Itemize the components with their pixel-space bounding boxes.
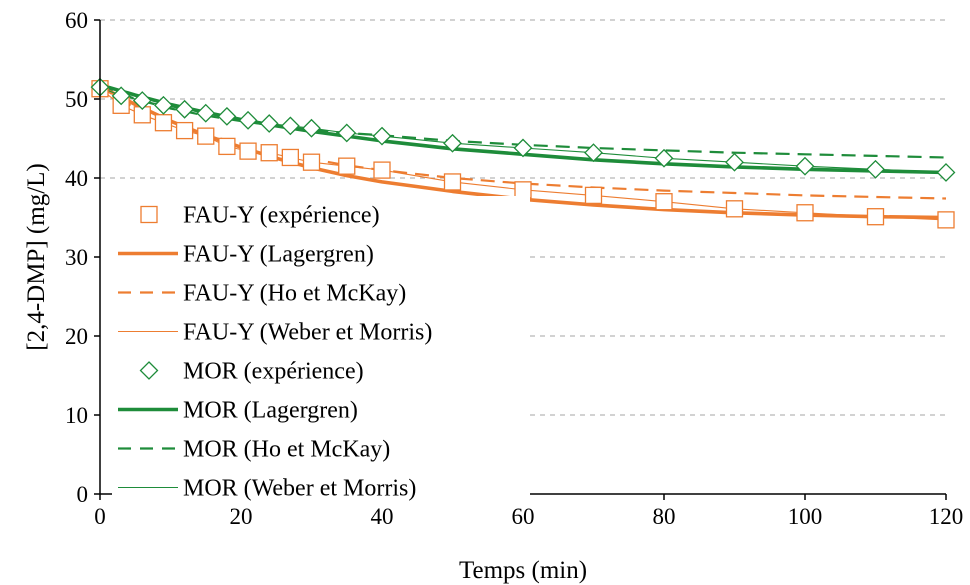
data-point-fau-y-experience-20 <box>937 211 955 229</box>
data-point-mor-experience-1 <box>111 86 131 106</box>
data-point-fau-y-experience-12 <box>373 161 391 179</box>
series-fau-y-lagergren <box>98 84 948 220</box>
legend: FAU-Y (expérience) FAU-Y (Lagergren) FAU-Y… <box>112 196 530 508</box>
legend-label-fau-y-weber-et-morris: FAU-Y (Weber et Morris) <box>183 320 432 346</box>
data-point-mor-experience-3 <box>154 95 173 115</box>
data-point-fau-y-experience-4 <box>175 121 194 140</box>
series-mor-weber-et-morris <box>99 86 947 174</box>
data-point-fau-y-experience-8 <box>260 144 278 162</box>
data-point-fau-y-experience-18 <box>796 204 814 222</box>
data-point-fau-y-experience-9 <box>281 148 300 167</box>
legend-entry-mor-lagergren: MOR (Lagergren) <box>118 398 358 424</box>
data-point-fau-y-experience-13 <box>443 173 462 191</box>
series-mor-lagergren <box>98 83 948 175</box>
data-point-fau-y-experience-10 <box>302 153 321 171</box>
legend-label-fau-y-experience: FAU-Y (expérience) <box>183 203 380 229</box>
legend-label-mor-lagergren: MOR (Lagergren) <box>183 398 358 424</box>
legend-entry-fau-y-ho-et-mckay: FAU-Y (Ho et McKay) <box>118 281 406 307</box>
x-tick-label-60: 60 <box>512 504 535 529</box>
data-point-mor-experience-14 <box>513 138 533 158</box>
data-point-mor-experience-7 <box>238 110 258 130</box>
data-point-fau-y-experience-19 <box>866 208 885 226</box>
data-point-mor-experience-8 <box>259 114 279 133</box>
data-point-fau-y-experience-6 <box>218 137 236 156</box>
legend-marker-fau-y-experience <box>140 205 158 224</box>
x-axis-title: Temps (min) <box>459 557 587 584</box>
data-point-mor-experience-4 <box>175 99 195 119</box>
data-point-mor-experience-15 <box>584 143 603 163</box>
data-point-mor-experience-6 <box>217 106 237 126</box>
series-layer <box>90 77 956 229</box>
y-tick-label-0: 0 <box>77 482 89 507</box>
data-point-mor-experience-18 <box>795 156 815 176</box>
legend-label-mor-experience: MOR (expérience) <box>183 359 364 385</box>
data-point-mor-experience-10 <box>302 118 321 138</box>
data-point-mor-experience-9 <box>280 116 300 136</box>
data-point-mor-experience-5 <box>196 103 216 123</box>
x-tick-label-80: 80 <box>653 504 676 529</box>
data-point-fau-y-experience-5 <box>197 127 215 145</box>
series-line-mor-weber-et-morris <box>99 86 947 174</box>
legend-label-mor-ho-et-mckay: MOR (Ho et McKay) <box>183 437 390 463</box>
y-tick-label-10: 10 <box>65 403 88 428</box>
series-line-mor-lagergren <box>98 83 948 175</box>
x-tick-label-40: 40 <box>371 504 394 529</box>
legend-entry-mor-ho-et-mckay: MOR (Ho et McKay) <box>118 437 390 463</box>
data-point-mor-experience-17 <box>725 152 744 172</box>
data-point-mor-experience-20 <box>936 163 956 182</box>
data-point-fau-y-experience-17 <box>725 200 744 218</box>
x-tick-label-100: 100 <box>788 504 823 529</box>
legend-marker-mor-experience <box>139 361 159 380</box>
gridlines <box>100 19 946 416</box>
data-point-mor-experience-16 <box>654 148 674 168</box>
data-point-mor-experience-13 <box>443 133 462 153</box>
series-line-fau-y-lagergren <box>98 84 948 220</box>
data-point-mor-experience-11 <box>337 123 357 143</box>
data-point-fau-y-experience-16 <box>655 193 673 211</box>
legend-label-fau-y-lagergren: FAU-Y (Lagergren) <box>183 242 374 268</box>
data-point-fau-y-experience-7 <box>239 142 257 160</box>
legend-entry-fau-y-weber-et-morris: FAU-Y (Weber et Morris) <box>118 320 432 346</box>
data-point-mor-experience-19 <box>866 159 885 179</box>
legend-entry-mor-weber-et-morris: MOR (Weber et Morris) <box>118 476 416 502</box>
y-tick-label-50: 50 <box>65 87 88 112</box>
data-point-fau-y-experience-15 <box>584 186 603 205</box>
series-fau-y-experience <box>91 80 955 229</box>
series-mor-experience <box>90 77 956 182</box>
x-tick-label-0: 0 <box>94 504 106 529</box>
legend-entry-fau-y-lagergren: FAU-Y (Lagergren) <box>118 242 374 268</box>
y-axis-title: [2,4-DMP] (mg/L) <box>23 163 50 350</box>
legend-entry-fau-y-experience: FAU-Y (expérience) <box>140 203 380 229</box>
legend-label-fau-y-ho-et-mckay: FAU-Y (Ho et McKay) <box>183 281 406 307</box>
data-point-fau-y-experience-3 <box>154 114 173 132</box>
data-point-mor-experience-2 <box>132 91 152 110</box>
legend-background <box>112 196 530 508</box>
y-tick-label-40: 40 <box>65 166 88 191</box>
x-tick-label-120: 120 <box>929 504 964 529</box>
legend-entry-mor-experience: MOR (expérience) <box>139 359 364 385</box>
data-point-fau-y-experience-14 <box>514 181 532 199</box>
data-point-fau-y-experience-11 <box>338 157 356 175</box>
y-tick-label-30: 30 <box>65 245 88 270</box>
y-tick-label-20: 20 <box>65 324 88 349</box>
data-point-mor-experience-12 <box>372 126 392 146</box>
legend-label-mor-weber-et-morris: MOR (Weber et Morris) <box>183 476 416 502</box>
x-tick-label-20: 20 <box>230 504 253 529</box>
y-tick-label-60: 60 <box>65 8 88 33</box>
